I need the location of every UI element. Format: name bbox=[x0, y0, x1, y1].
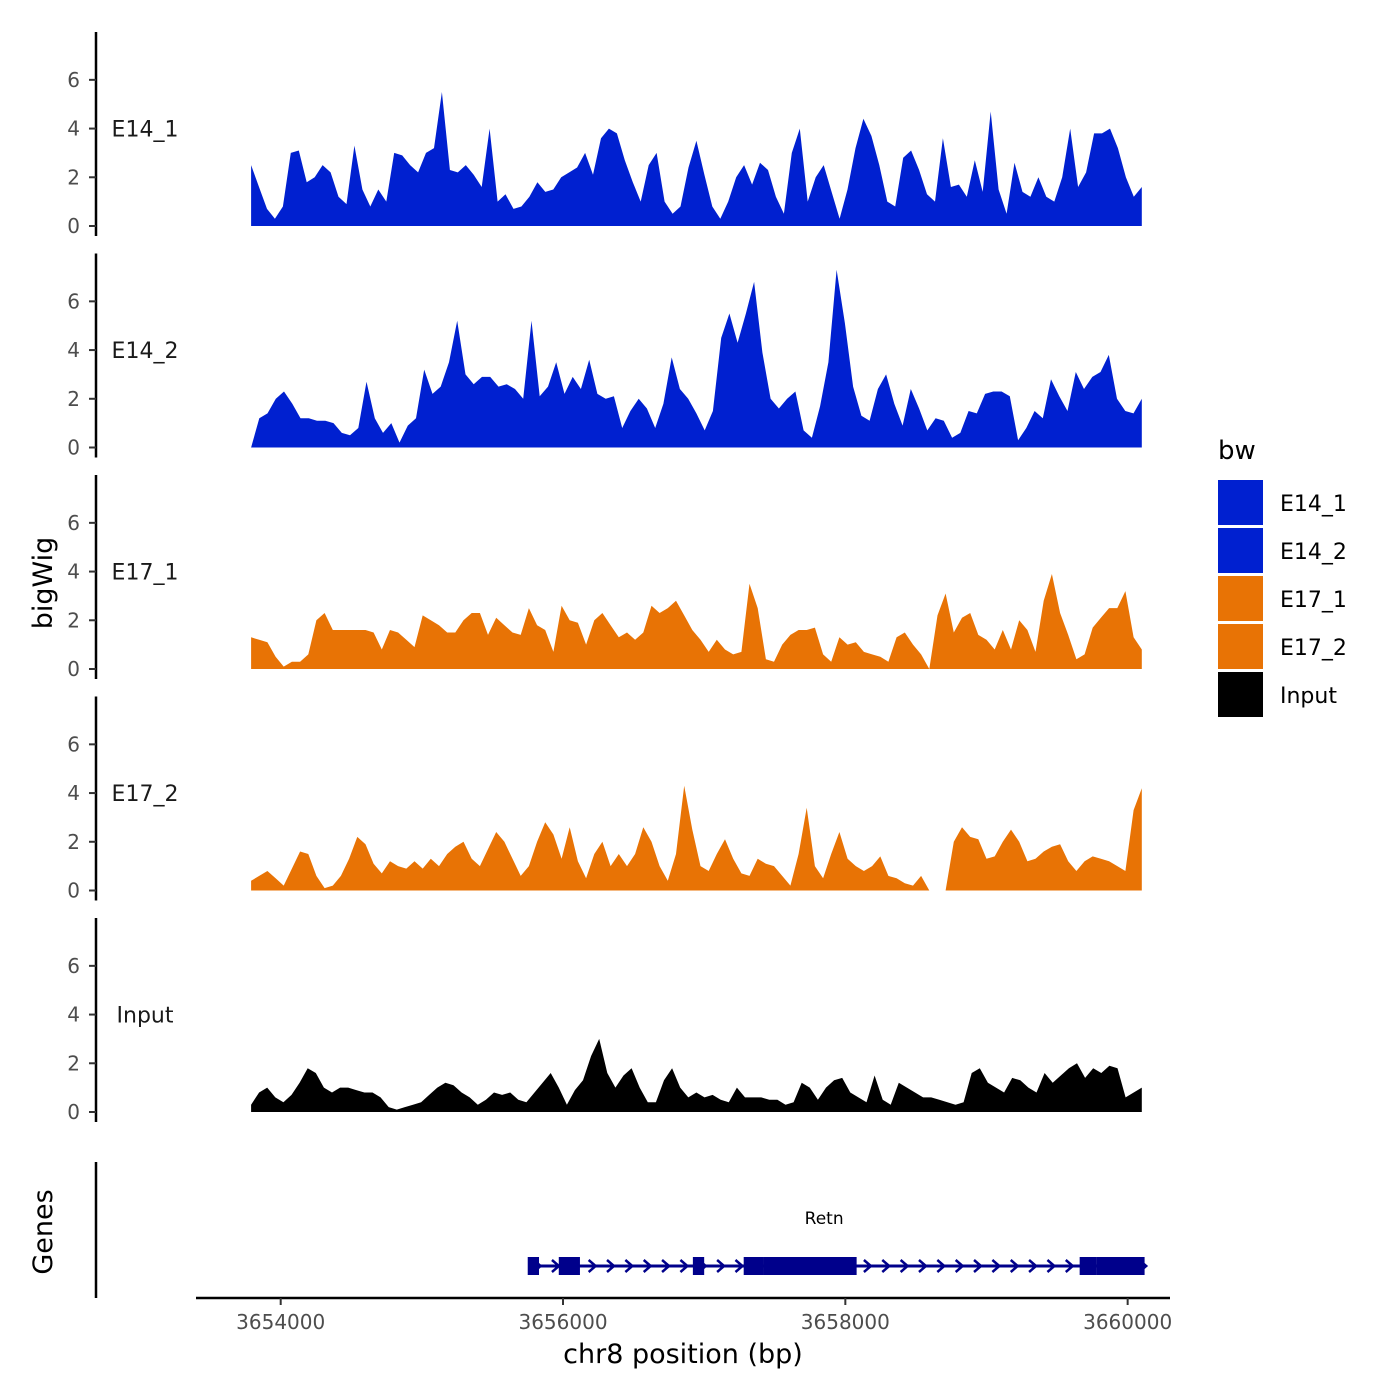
track-E14_2: 0 2 4 6 E14_2 bbox=[67, 253, 1142, 460]
track-panels: 0 2 4 6 E14_1 0 2 4 6 E14_2 0 2 4 6 E17_1 0 2 4 6 E17_2 0 2 4 6… bbox=[67, 32, 1142, 1124]
track-E17_2: 0 2 4 6 E17_2 bbox=[67, 696, 1142, 903]
y-tick-label: 6 bbox=[67, 954, 80, 978]
genes-axis-title: Genes bbox=[28, 1189, 59, 1274]
gene-exon bbox=[763, 1257, 857, 1275]
y-tick-label: 4 bbox=[67, 781, 80, 805]
y-tick-label: 4 bbox=[67, 117, 80, 141]
strand-arrow-icon bbox=[954, 1259, 965, 1273]
y-tick-label: 2 bbox=[67, 165, 80, 189]
strand-arrow-icon bbox=[587, 1259, 598, 1273]
strand-arrow-icon bbox=[881, 1259, 892, 1273]
y-tick-label: 4 bbox=[67, 338, 80, 362]
strand-arrow-icon bbox=[863, 1259, 873, 1273]
strand-arrow-icon bbox=[642, 1259, 653, 1273]
y-tick-label: 4 bbox=[67, 560, 80, 584]
signal-area-E14_1 bbox=[251, 92, 1142, 226]
x-tick-label: 3660000 bbox=[1083, 1310, 1172, 1334]
strand-arrow-icon bbox=[899, 1259, 910, 1273]
y-tick-label: 4 bbox=[67, 1003, 80, 1027]
gene-exon bbox=[527, 1257, 540, 1275]
x-axis: 3654000 3656000 3658000 3660000 bbox=[196, 1296, 1172, 1334]
y-tick-label: 0 bbox=[67, 879, 80, 903]
signal-area-E17_2 bbox=[251, 785, 1142, 891]
track-label: E14_1 bbox=[112, 118, 179, 143]
y-tick-label: 0 bbox=[67, 436, 80, 460]
track-E17_1: 0 2 4 6 E17_1 bbox=[67, 475, 1142, 681]
y-tick-label: 2 bbox=[67, 387, 80, 411]
legend-swatch-E14_1 bbox=[1218, 480, 1263, 525]
legend-swatch-E17_1 bbox=[1218, 576, 1263, 621]
legend-label: E14_1 bbox=[1280, 492, 1347, 517]
legend-title: bw bbox=[1218, 436, 1256, 466]
x-axis-title: chr8 position (bp) bbox=[563, 1339, 803, 1370]
strand-arrow-icon bbox=[679, 1259, 690, 1273]
strand-arrow-icon bbox=[973, 1259, 983, 1273]
track-E14_1: 0 2 4 6 E14_1 bbox=[67, 32, 1142, 238]
strand-arrow-icon bbox=[624, 1259, 635, 1273]
gene-exon bbox=[1079, 1257, 1097, 1275]
legend-label: E14_2 bbox=[1280, 540, 1347, 565]
legend-swatch-Input bbox=[1218, 672, 1263, 717]
strand-arrow-icon bbox=[734, 1259, 745, 1273]
strand-arrow-icon bbox=[1028, 1259, 1038, 1273]
y-tick-label: 6 bbox=[67, 511, 80, 535]
track-Input: 0 2 4 6 Input bbox=[67, 918, 1142, 1124]
track-label: E17_1 bbox=[112, 561, 179, 586]
legend-label: Input bbox=[1280, 684, 1337, 709]
y-tick-label: 6 bbox=[67, 68, 80, 92]
y-tick-label: 6 bbox=[67, 289, 80, 313]
legend: bw E14_1 E14_2 E17_1 E17_2 Input bbox=[1218, 436, 1347, 717]
strand-arrow-icon bbox=[716, 1259, 727, 1273]
legend-label: E17_2 bbox=[1280, 636, 1347, 661]
gene-exon bbox=[692, 1257, 705, 1275]
y-tick-label: 2 bbox=[67, 1051, 80, 1075]
track-label: E17_2 bbox=[112, 782, 179, 807]
x-tick-label: 3656000 bbox=[518, 1310, 607, 1334]
strand-arrow-icon bbox=[1064, 1259, 1075, 1273]
track-label: E14_2 bbox=[112, 339, 179, 364]
strand-arrow-icon bbox=[936, 1259, 947, 1273]
gene-exon bbox=[743, 1257, 764, 1275]
signal-area-E17_1 bbox=[251, 574, 1142, 669]
y-tick-label: 2 bbox=[67, 608, 80, 632]
strand-arrow-icon bbox=[1046, 1259, 1057, 1273]
legend-label: E17_1 bbox=[1280, 588, 1347, 613]
track-label: Input bbox=[117, 1004, 174, 1029]
strand-arrow-icon bbox=[1009, 1259, 1020, 1273]
strand-arrow-icon bbox=[661, 1259, 671, 1273]
strand-arrow-icon bbox=[918, 1259, 928, 1273]
y-tick-label: 0 bbox=[67, 1100, 80, 1124]
x-tick-label: 3654000 bbox=[236, 1310, 325, 1334]
gene-exon bbox=[1096, 1257, 1145, 1275]
y-axis-title: bigWig bbox=[28, 537, 59, 630]
signal-area-E14_2 bbox=[251, 269, 1142, 448]
strand-arrow-icon bbox=[606, 1259, 616, 1273]
y-tick-label: 6 bbox=[67, 732, 80, 756]
gene-track: Retn bbox=[94, 1162, 1149, 1298]
y-tick-label: 0 bbox=[67, 214, 80, 238]
strand-arrow-icon bbox=[991, 1259, 1002, 1273]
y-tick-label: 2 bbox=[67, 830, 80, 854]
gene-label: Retn bbox=[805, 1209, 844, 1229]
y-tick-label: 0 bbox=[67, 657, 80, 681]
legend-swatch-E17_2 bbox=[1218, 624, 1263, 669]
legend-swatch-E14_2 bbox=[1218, 528, 1263, 573]
x-tick-label: 3658000 bbox=[801, 1310, 890, 1334]
signal-area-Input bbox=[251, 1038, 1142, 1112]
gene-exon bbox=[558, 1257, 580, 1275]
